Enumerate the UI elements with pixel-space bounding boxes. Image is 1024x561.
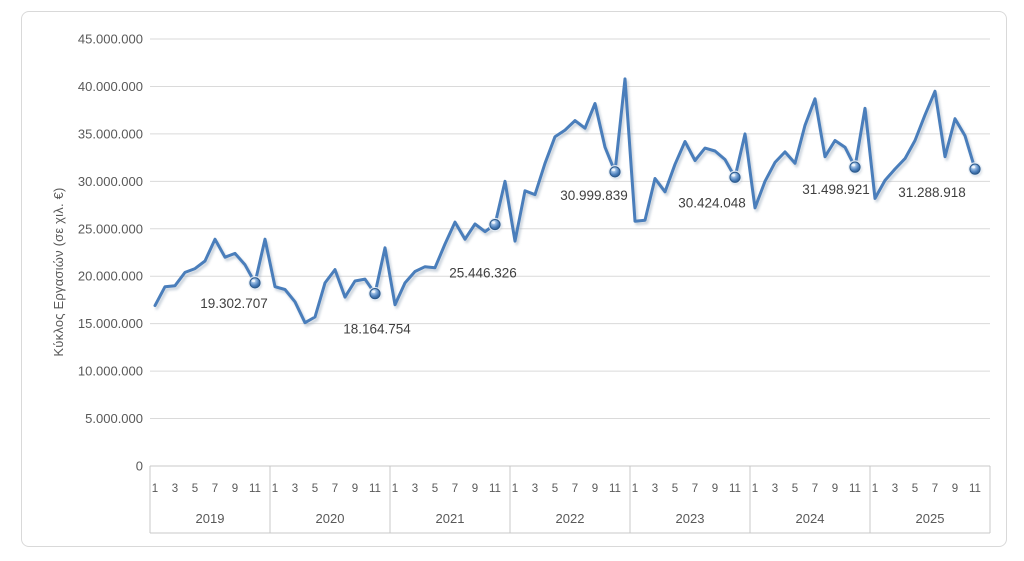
y-axis-tick-label: 40.000.000 [78, 79, 143, 94]
y-axis-tick-label: 5.000.000 [85, 411, 143, 426]
month-tick-label: 9 [592, 483, 598, 495]
year-label: 2025 [916, 511, 945, 526]
year-label: 2019 [196, 511, 225, 526]
marker-highlight [251, 279, 256, 283]
data-point-marker [488, 217, 502, 232]
data-point-label: 18.164.754 [343, 322, 411, 337]
data-point-label: 25.446.326 [449, 266, 517, 281]
month-tick-label: 5 [792, 483, 798, 495]
marker-highlight [491, 221, 496, 224]
series-line-path [153, 77, 977, 325]
marker-sphere [609, 166, 621, 178]
y-axis-tick-labels: 0 5.000.000 10.000.000 15.000.000 20.000.000… [78, 32, 143, 474]
month-tick-label: 5 [432, 483, 438, 495]
y-axis-tick-label: 10.000.000 [78, 364, 143, 379]
data-point-label: 31.498.921 [802, 182, 870, 197]
year-label: 2024 [796, 511, 825, 526]
month-tick-label: 1 [392, 483, 398, 495]
y-axis-tick-label: 30.000.000 [78, 174, 143, 189]
y-axis-tick-label: 35.000.000 [78, 126, 143, 141]
month-tick-label: 9 [472, 483, 478, 495]
data-point-label: 31.288.918 [898, 185, 966, 200]
month-tick-label: 11 [849, 483, 861, 495]
month-tick-label: 7 [452, 483, 458, 495]
month-tick-label: 11 [609, 483, 621, 495]
marker-sphere [729, 171, 741, 183]
data-point-marker [848, 160, 862, 175]
x-axis-table [149, 465, 991, 534]
month-tick-label: 7 [692, 483, 698, 495]
month-tick-label: 3 [652, 483, 658, 495]
month-tick-label: 7 [332, 483, 338, 495]
month-tick-label: 5 [672, 483, 678, 495]
y-axis-tick-label: 15.000.000 [78, 316, 143, 331]
year-label: 2023 [676, 511, 705, 526]
month-tick-label: 9 [352, 483, 358, 495]
month-tick-label: 11 [969, 483, 981, 495]
marker-highlight [851, 163, 856, 167]
month-tick-label: 7 [932, 483, 938, 495]
month-tick-label: 5 [312, 483, 318, 495]
data-point-label: 30.424.048 [678, 195, 746, 210]
month-tick-label: 1 [872, 483, 878, 495]
month-tick-label: 3 [772, 483, 778, 495]
month-tick-label: 9 [712, 483, 718, 495]
data-point-marker [248, 276, 262, 291]
month-tick-label: 11 [369, 483, 381, 495]
month-tick-label: 11 [489, 483, 501, 495]
marker-sphere [249, 277, 261, 289]
year-label: 2022 [556, 511, 585, 526]
marker-sphere [489, 218, 501, 231]
marker-highlight [731, 174, 736, 177]
month-tick-label: 1 [152, 483, 158, 495]
month-tick-label: 9 [952, 483, 958, 495]
year-label: 2020 [316, 511, 345, 526]
marker-highlight [611, 168, 616, 172]
marker-highlight [371, 290, 376, 293]
marker-sphere [369, 288, 381, 300]
data-point-marker [728, 170, 742, 185]
gridlines [150, 38, 990, 420]
y-axis-tick-label: 25.000.000 [78, 221, 143, 236]
month-tick-label: 1 [512, 483, 518, 495]
month-tick-label: 5 [552, 483, 558, 495]
month-tick-label: 3 [412, 483, 418, 495]
marker-highlight [971, 165, 976, 169]
series-line [153, 77, 979, 327]
marker-sphere [849, 161, 861, 173]
data-point-label: 19.302.707 [200, 296, 268, 311]
month-tick-label: 11 [249, 483, 261, 495]
y-axis-tick-label: 45.000.000 [78, 32, 143, 47]
month-tick-label: 9 [832, 483, 838, 495]
month-tick-label: 7 [212, 483, 218, 495]
marker-sphere [969, 163, 981, 175]
month-tick-label: 7 [812, 483, 818, 495]
data-point-marker [608, 165, 622, 180]
data-point-marker [968, 162, 982, 177]
year-label: 2021 [436, 511, 465, 526]
month-tick-label: 3 [892, 483, 898, 495]
month-tick-label: 5 [912, 483, 918, 495]
month-tick-label: 3 [172, 483, 178, 495]
data-point-marker [368, 286, 382, 302]
month-tick-label: 5 [192, 483, 198, 495]
month-tick-label: 1 [272, 483, 278, 495]
y-axis-tick-label: 0 [136, 459, 143, 474]
month-tick-label: 1 [632, 483, 638, 495]
month-tick-label: 9 [232, 483, 238, 495]
month-tick-label: 3 [292, 483, 298, 495]
y-axis-tick-label: 20.000.000 [78, 269, 143, 284]
month-tick-label: 3 [532, 483, 538, 495]
month-tick-label: 1 [752, 483, 758, 495]
month-tick-label: 11 [729, 483, 741, 495]
month-tick-label: 7 [572, 483, 578, 495]
data-point-label: 30.999.839 [560, 188, 628, 203]
annotated-points: 19.302.707 18.164.754 25.446.326 30.999.839… [200, 160, 982, 337]
